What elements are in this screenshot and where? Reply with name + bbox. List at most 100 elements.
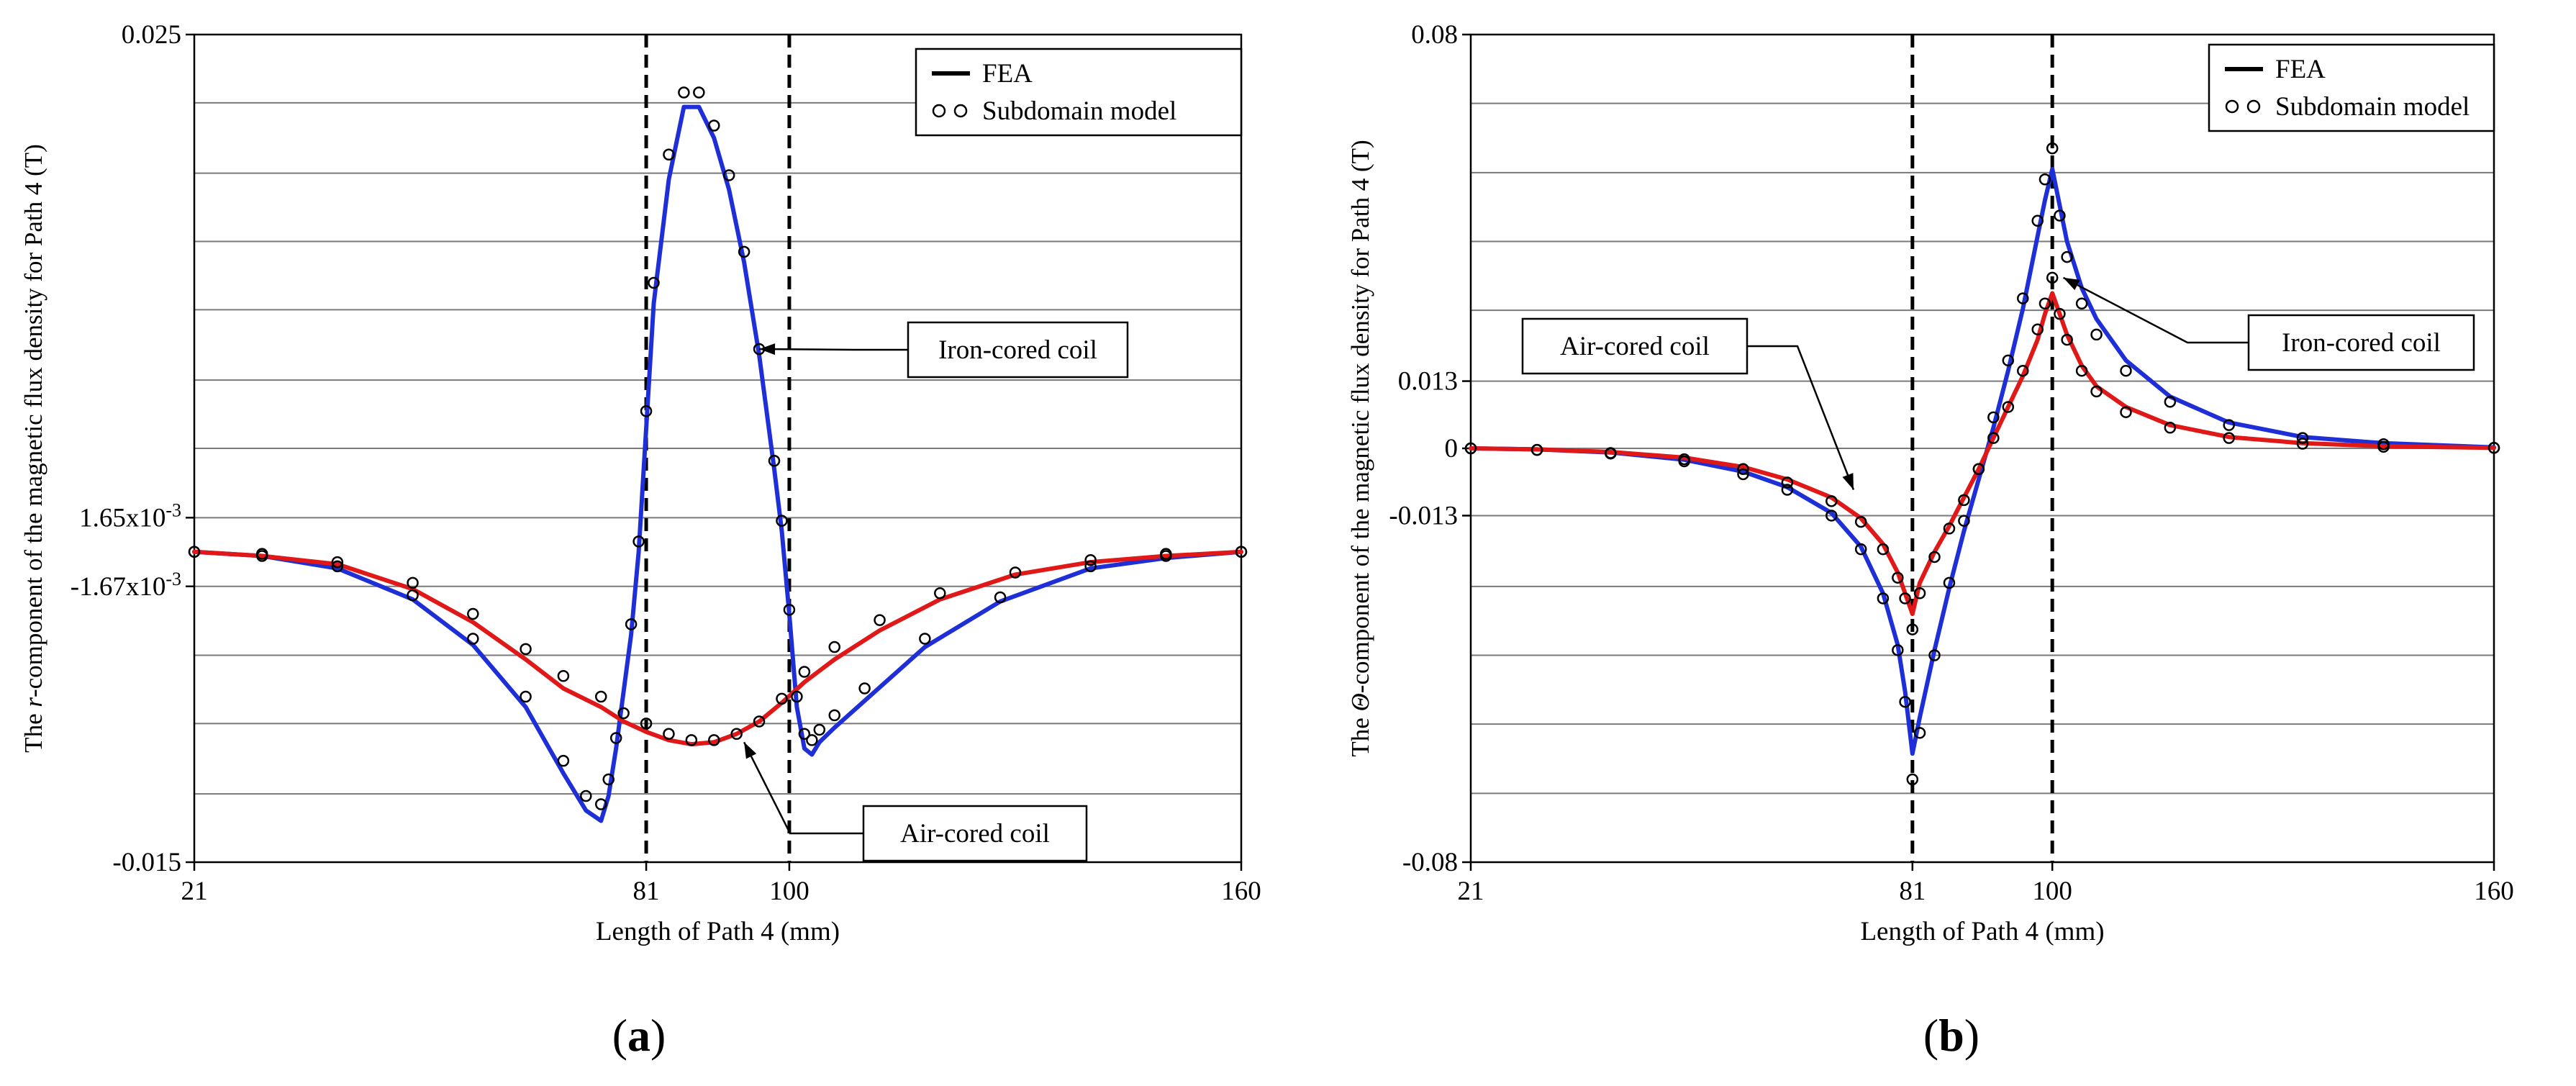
legend-label: FEA (2275, 55, 2326, 84)
callout: Air-cored coil (743, 741, 1088, 862)
data-point (625, 618, 638, 630)
y-tick-label: 0.025 (122, 20, 181, 50)
data-point (1854, 543, 1867, 556)
data-point (776, 692, 788, 705)
callout-leader-line (759, 348, 908, 351)
data-point (557, 670, 570, 682)
data-point (520, 690, 532, 703)
data-point (331, 560, 344, 573)
y-tick-text: 0 (1445, 434, 1459, 463)
data-point (813, 723, 826, 736)
data-point (693, 86, 705, 99)
legend-marker-swatch (953, 104, 968, 118)
data-point (994, 591, 1007, 604)
data-point (1906, 623, 1919, 635)
callout-arrowhead (744, 742, 757, 759)
data-point (1928, 649, 1941, 661)
data-point (806, 734, 818, 746)
legend-marker-swatch (2225, 99, 2239, 114)
data-point (1781, 484, 1794, 496)
x-axis-label: Length of Path 4 (mm) (1860, 917, 2104, 946)
data-point (407, 589, 419, 602)
legend-box (2208, 43, 2495, 132)
data-point (1987, 411, 2000, 424)
data-point (1530, 443, 1543, 456)
callout-box (862, 805, 1088, 862)
data-point (1235, 546, 1248, 558)
y-tick-text: 0.025 (122, 20, 181, 50)
callout-label: Iron-cored coil (938, 335, 1097, 365)
legend-marker-swatch (2246, 99, 2261, 114)
callout-label: Iron-cored coil (2282, 328, 2441, 358)
data-point (798, 728, 811, 740)
panel-label: (a) (612, 1010, 666, 1061)
data-point (1737, 468, 1749, 481)
data-point (2090, 328, 2103, 341)
data-point (1160, 548, 1172, 560)
legend: FEA Subdomain model (915, 47, 1243, 137)
data-point (2075, 297, 2088, 309)
y-tick-text: -1.67x10 (71, 572, 166, 602)
data-point (685, 734, 698, 746)
callout-label: Air-cored coil (1560, 332, 1710, 361)
panel-label-paren: ( (612, 1010, 627, 1061)
y-tick-label: 0.08 (1411, 20, 1458, 50)
data-point (1892, 571, 1904, 584)
series-line (192, 549, 1243, 747)
data-point (730, 728, 743, 740)
data-point (2017, 292, 2029, 304)
data-point (874, 614, 886, 626)
data-point (791, 690, 803, 703)
callout-leader-line (2062, 276, 2249, 344)
data-point (1943, 576, 1956, 589)
chart-panel-a: 21 81 100 1600.0251.65x10-3-1.67x10-3-0.015… (19, 20, 1261, 1061)
y-tick-label: 0 (1445, 434, 1459, 463)
data-point (2046, 271, 2059, 284)
callout: Iron-cored coil (2062, 276, 2475, 371)
data-point (595, 798, 607, 810)
panel-label-paren: ( (1923, 1010, 1938, 1061)
y-tick-label: 1.65x10-3 (79, 499, 181, 533)
data-point (828, 641, 840, 653)
x-tick-label: 100 (769, 877, 809, 906)
y-tick-text: -0.015 (112, 848, 181, 877)
y-axis-label-part: The (19, 707, 47, 753)
data-point (407, 576, 419, 589)
y-tick-exponent: -3 (165, 499, 181, 520)
callout-leader-line (743, 741, 863, 835)
callout-arrowhead (759, 343, 776, 356)
data-point (776, 515, 788, 527)
data-point (858, 682, 871, 694)
y-tick-text: 0.08 (1411, 20, 1458, 50)
y-axis-label-part: r (19, 697, 47, 707)
data-point (1906, 773, 1919, 786)
series-line (1469, 166, 2496, 756)
panel-label-letter: b (1938, 1010, 1964, 1061)
y-axis-label: The r-component of the magnetic flux den… (19, 144, 47, 753)
data-point (640, 405, 653, 417)
y-axis-label-part: -component of the magnetic flux density … (1346, 140, 1374, 693)
callout-arrowhead (2063, 277, 2080, 291)
panel-label: (b) (1923, 1010, 1979, 1061)
data-point (708, 734, 720, 746)
data-point (331, 556, 344, 569)
series-line (1469, 291, 2496, 616)
data-point (2017, 364, 2029, 377)
callout-box (907, 321, 1129, 379)
data-point (2090, 385, 2103, 398)
data-point (2061, 250, 2073, 263)
data-point (2061, 333, 2073, 346)
data-point (520, 643, 532, 656)
data-point (2054, 307, 2066, 320)
x-tick-label: 81 (1899, 877, 1926, 906)
data-point (663, 728, 675, 740)
data-point (2164, 422, 2177, 434)
data-point (640, 718, 653, 730)
data-point (617, 707, 630, 720)
data-point (1084, 560, 1097, 573)
data-point (2296, 432, 2309, 444)
callout: Iron-cored coil (759, 321, 1129, 379)
data-point (2164, 396, 2177, 408)
panel-label-letter: a (627, 1010, 650, 1061)
